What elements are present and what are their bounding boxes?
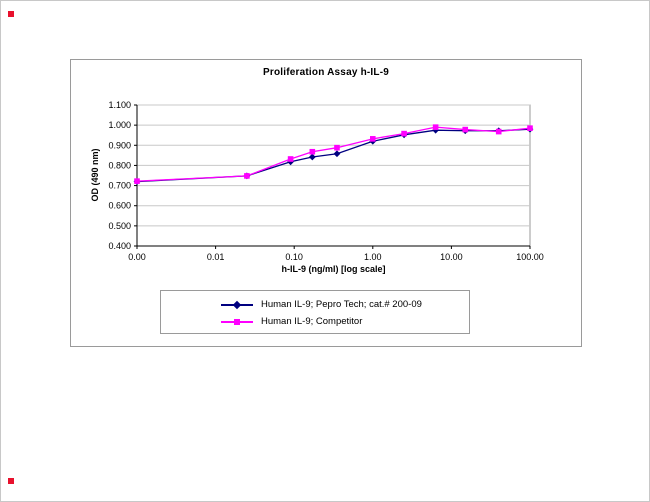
svg-text:0.500: 0.500	[108, 221, 131, 231]
svg-text:0.10: 0.10	[285, 252, 303, 262]
svg-text:1.00: 1.00	[364, 252, 382, 262]
chart-area: Proliferation Assay h-IL-9 OD (490 nm) 0…	[70, 59, 582, 347]
svg-text:10.00: 10.00	[440, 252, 463, 262]
legend-label-peprotech: Human IL-9; Pepro Tech; cat.# 200-09	[261, 299, 422, 310]
registration-mark-bottom-left	[8, 478, 14, 484]
svg-text:1.000: 1.000	[108, 120, 131, 130]
svg-text:0.400: 0.400	[108, 241, 131, 251]
legend-marker-competitor-icon	[221, 317, 253, 326]
svg-text:0.00: 0.00	[128, 252, 146, 262]
x-axis-label: h-IL-9 (ng/ml) [log scale]	[281, 264, 386, 274]
legend-label-competitor: Human IL-9; Competitor	[261, 316, 363, 327]
chart-legend: Human IL-9; Pepro Tech; cat.# 200-09 Hum…	[160, 290, 470, 334]
legend-marker-peprotech-icon	[221, 300, 253, 309]
svg-text:0.01: 0.01	[207, 252, 225, 262]
svg-text:0.900: 0.900	[108, 140, 131, 150]
registration-mark-top-left	[8, 11, 14, 17]
svg-text:100.00: 100.00	[516, 252, 544, 262]
legend-square-icon	[234, 318, 240, 325]
legend-item-competitor: Human IL-9; Competitor	[221, 313, 469, 330]
svg-text:0.700: 0.700	[108, 181, 131, 191]
legend-diamond-icon	[232, 300, 242, 309]
chart-title: Proliferation Assay h-IL-9	[263, 67, 389, 78]
chart-plot-svg: 0.400 0.500 0.600 0.700 0.800 0.900 1.000 1.100…	[108, 100, 544, 262]
svg-text:0.800: 0.800	[108, 160, 131, 170]
svg-text:1.100: 1.100	[108, 100, 131, 110]
svg-text:0.600: 0.600	[108, 201, 131, 211]
legend-item-peprotech: Human IL-9; Pepro Tech; cat.# 200-09	[221, 296, 469, 313]
